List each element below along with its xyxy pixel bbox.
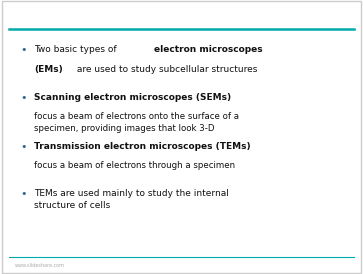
Text: •: •	[20, 45, 26, 55]
Text: focus a beam of electrons through a specimen: focus a beam of electrons through a spec…	[34, 161, 236, 170]
Text: •: •	[20, 142, 26, 152]
Text: focus a beam of electrons onto the surface of a
specimen, providing images that : focus a beam of electrons onto the surfa…	[34, 112, 240, 133]
Text: TEMs are used mainly to study the internal
structure of cells: TEMs are used mainly to study the intern…	[34, 189, 229, 210]
Text: www.slideshare.com: www.slideshare.com	[15, 263, 65, 268]
Text: Two basic types of: Two basic types of	[34, 45, 120, 54]
Text: •: •	[20, 93, 26, 103]
Text: •: •	[20, 189, 26, 199]
Text: are used to study subcellular structures: are used to study subcellular structures	[74, 65, 257, 74]
Text: Scanning electron microscopes (SEMs): Scanning electron microscopes (SEMs)	[34, 93, 232, 102]
Text: electron microscopes: electron microscopes	[154, 45, 263, 54]
Text: (EMs): (EMs)	[34, 65, 63, 74]
Text: Transmission electron microscopes (TEMs): Transmission electron microscopes (TEMs)	[34, 142, 251, 152]
